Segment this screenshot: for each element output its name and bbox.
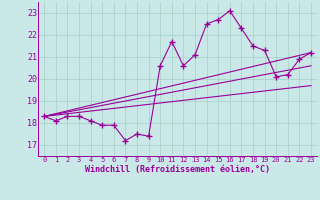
X-axis label: Windchill (Refroidissement éolien,°C): Windchill (Refroidissement éolien,°C) xyxy=(85,165,270,174)
